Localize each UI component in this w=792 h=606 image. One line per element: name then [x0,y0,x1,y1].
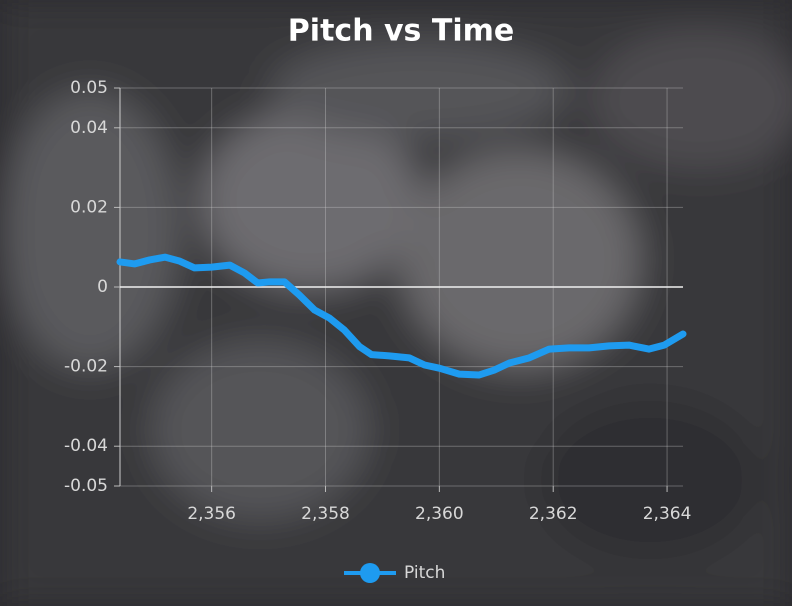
x-tick-label: 2,358 [301,504,350,524]
chart-title: Pitch vs Time [288,14,514,49]
y-tick-label: -0.02 [64,357,108,377]
legend-marker [360,563,380,583]
x-tick-label: 2,360 [415,504,464,524]
y-tick-label: 0.02 [70,197,108,217]
y-tick-label: -0.05 [64,476,108,496]
y-tick-label: 0.04 [70,118,108,138]
y-tick-label: 0 [97,277,108,297]
y-tick-label: 0.05 [70,78,108,98]
x-tick-label: 2,364 [643,504,692,524]
legend-label: Pitch [404,563,445,583]
y-tick-label: -0.04 [64,436,108,456]
data-line [116,253,687,379]
x-tick-label: 2,362 [529,504,578,524]
x-tick-label: 2,356 [187,504,236,524]
